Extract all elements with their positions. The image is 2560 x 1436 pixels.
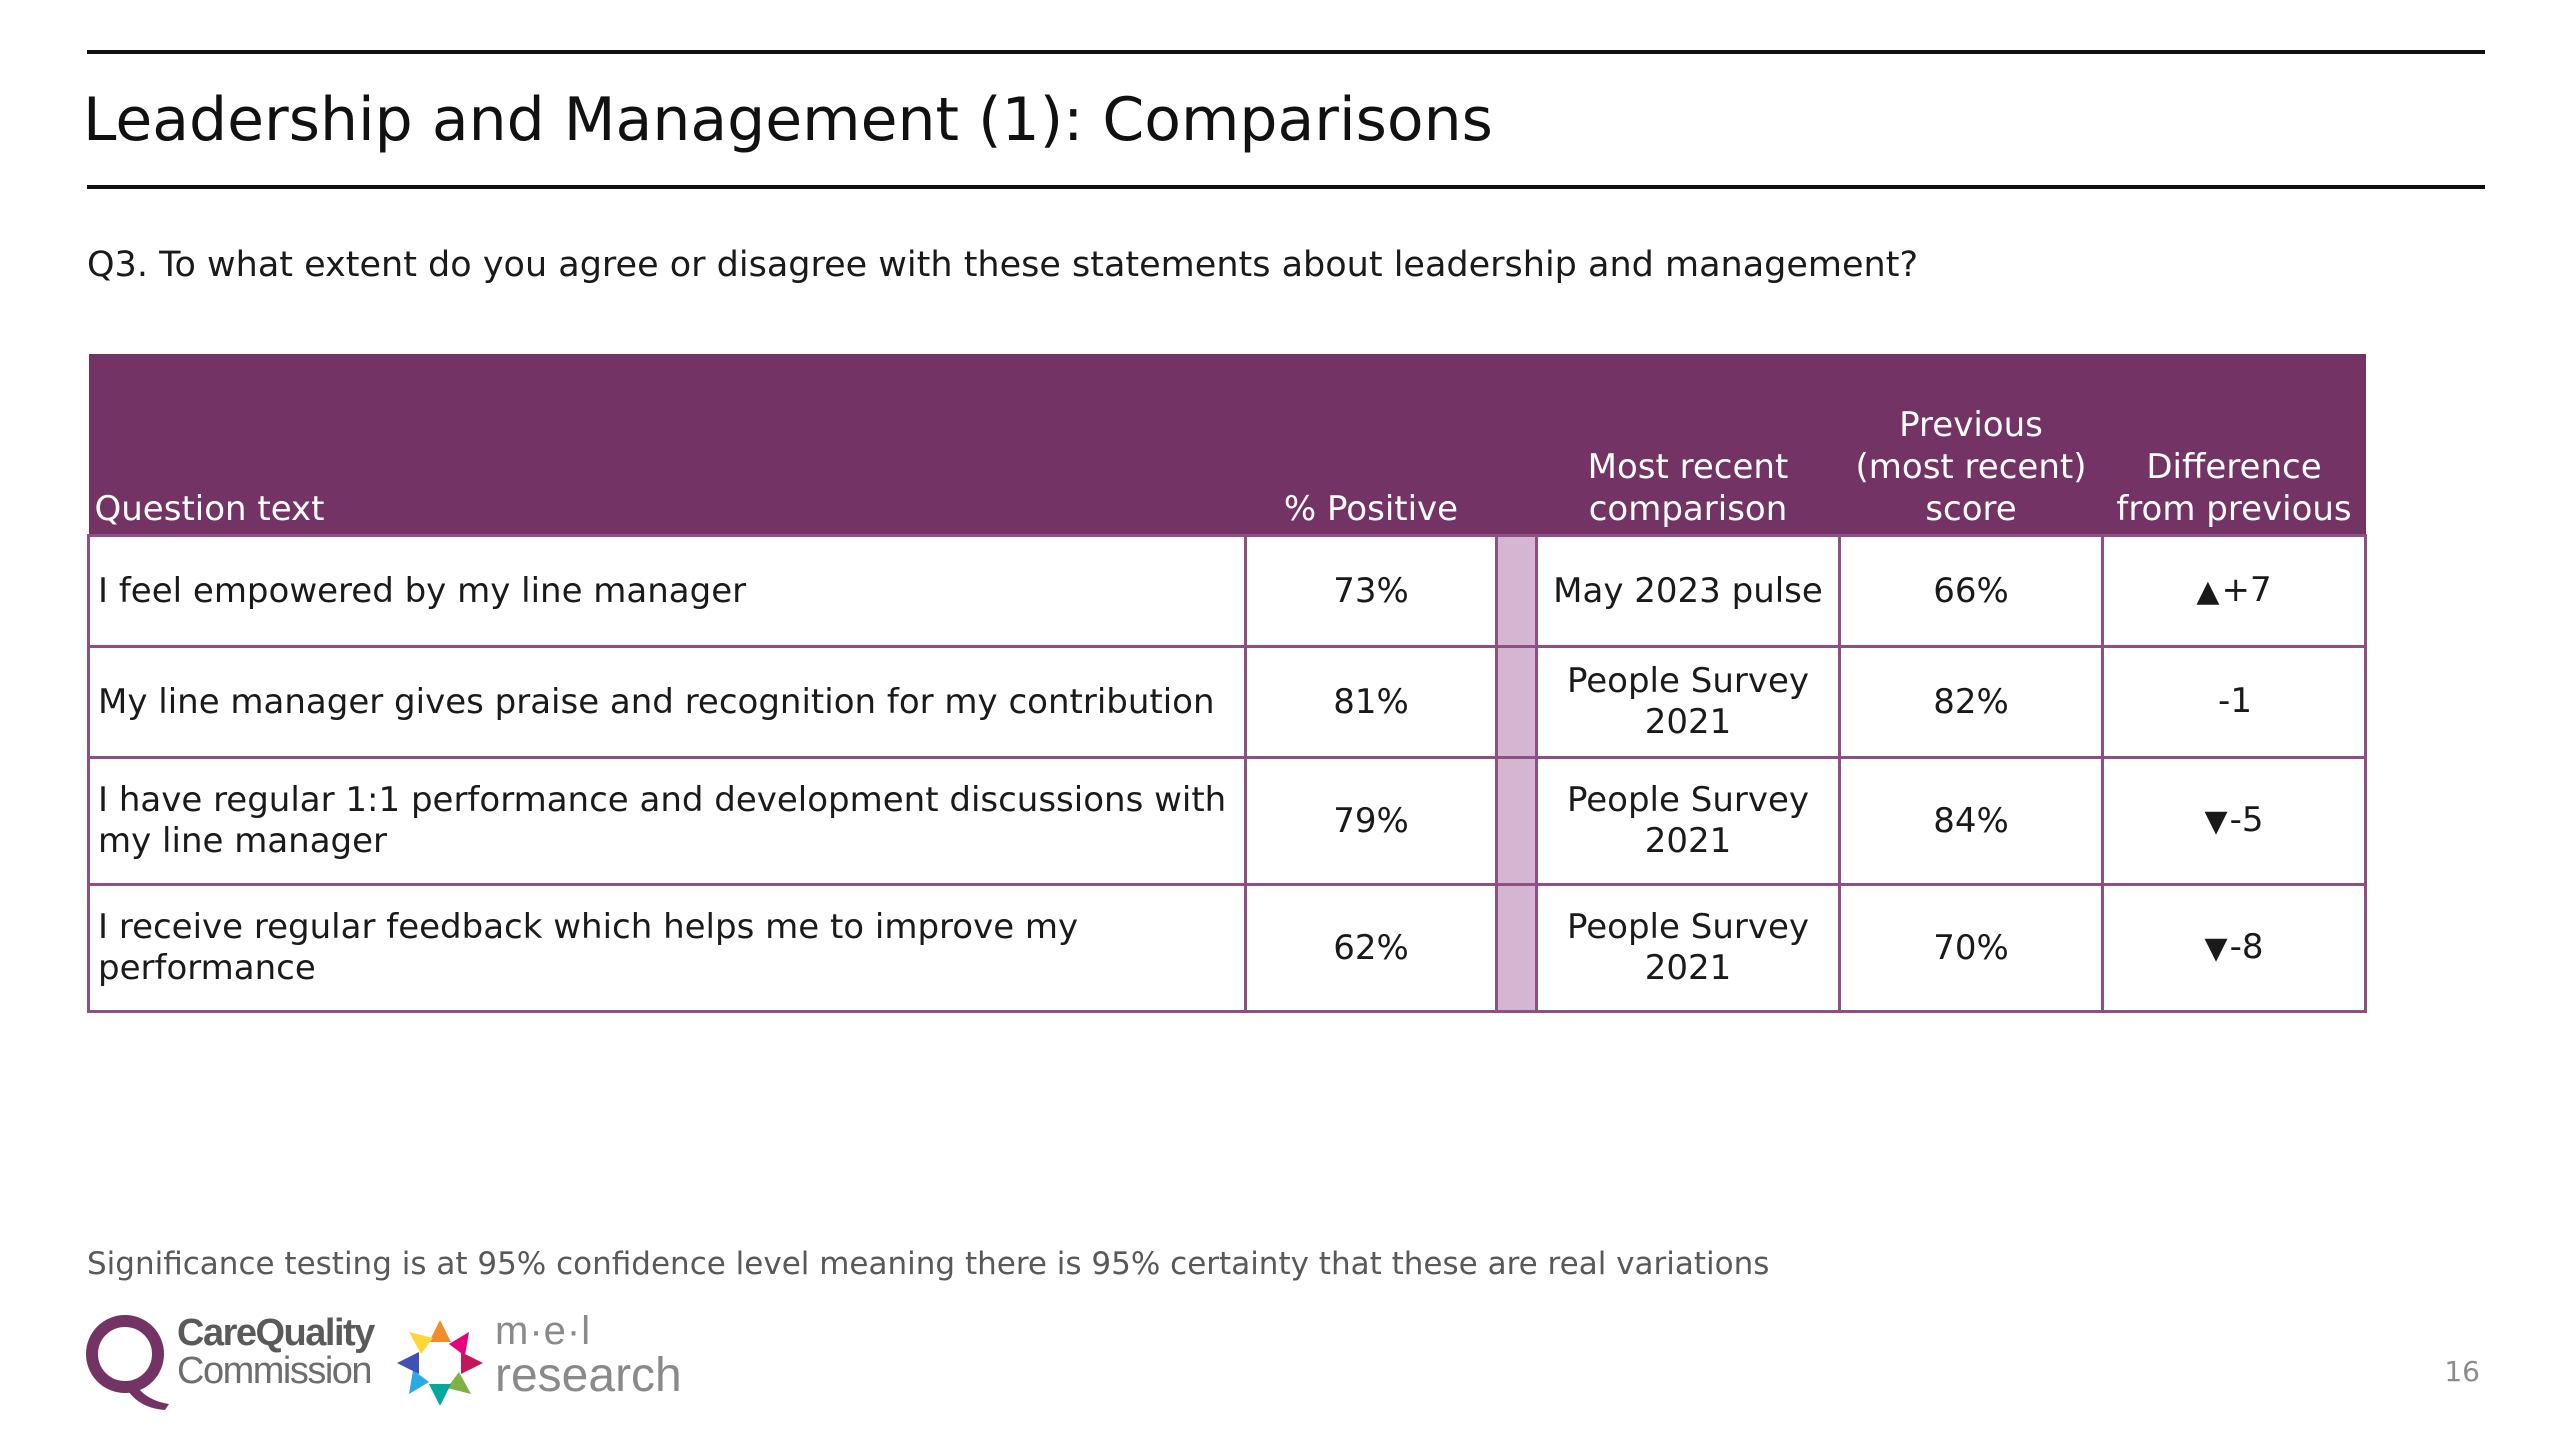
spacer-cell [1495,645,1538,759]
triangle-up-icon: ▲ [2196,574,2220,609]
header-most-recent-comparison: Most recent comparison [1536,354,1840,536]
difference-cell: ▼-8 [2101,883,2367,1013]
cqc-q-mark-icon [86,1315,169,1410]
difference-cell: -1 [2101,645,2367,759]
page-number: 16 [2444,1355,2480,1388]
percent-positive-cell: 79% [1244,756,1498,886]
difference-value: +7 [2221,570,2272,610]
question-cell: My line manager gives praise and recogni… [87,645,1247,759]
spacer-cell [1495,756,1538,886]
question-cell: I feel empowered by my line manager [87,534,1247,648]
comparison-cell: People Survey 2021 [1535,756,1841,886]
top-rule [87,50,2485,54]
spacer-cell [1495,534,1538,648]
table-header-row: Question text % Positive Most recent com… [88,354,2366,536]
comparison-cell: May 2023 pulse [1535,534,1841,648]
percent-positive-cell: 62% [1244,883,1498,1013]
difference-cell: ▲+7 [2101,534,2367,648]
significance-footnote: Significance testing is at 95% confidenc… [87,1246,1770,1282]
comparison-table: Question text % Positive Most recent com… [87,354,2367,1013]
table-row: I receive regular feedback which helps m… [87,883,2367,1013]
mel-wordmark-line1: m·e·l [495,1309,592,1353]
survey-question: Q3. To what extent do you agree or disag… [87,245,1919,285]
comparison-cell: People Survey 2021 [1535,645,1841,759]
mel-wordmark-line2: research [495,1349,682,1402]
mel-research-logo: m·e·l research [395,1308,695,1408]
cqc-wordmark-line2: Commission [177,1350,373,1392]
header-question-text: Question text [88,354,1246,536]
spacer-cell [1495,883,1538,1013]
title-underline [87,185,2485,189]
previous-score-cell: 82% [1838,645,2104,759]
previous-score-cell: 70% [1838,883,2104,1013]
previous-score-cell: 66% [1838,534,2104,648]
page-title: Leadership and Management (1): Compariso… [83,85,1493,155]
cqc-wordmark: CareQuality Commission [177,1312,375,1392]
difference-value: -8 [2229,927,2264,967]
table-row: My line manager gives praise and recogni… [87,645,2367,759]
previous-score-cell: 84% [1838,756,2104,886]
header-difference: Difference from previous [2102,354,2366,536]
cqc-wordmark-line1: CareQuality [177,1312,375,1354]
cqc-logo: CareQuality Commission [85,1308,375,1410]
mel-star-icon [397,1320,483,1406]
comparison-cell: People Survey 2021 [1535,883,1841,1013]
header-percent-positive: % Positive [1245,354,1497,536]
percent-positive-cell: 81% [1244,645,1498,759]
question-cell: I have regular 1:1 performance and devel… [87,756,1247,886]
mel-wordmark: m·e·l research [495,1310,682,1400]
header-spacer [1496,354,1537,536]
table-row: I feel empowered by my line manager 73% … [87,534,2367,648]
header-previous-score: Previous (most recent) score [1839,354,2103,536]
difference-cell: ▼-5 [2101,756,2367,886]
table-row: I have regular 1:1 performance and devel… [87,756,2367,886]
difference-value: -1 [2218,681,2252,721]
triangle-down-icon: ▼ [2204,931,2228,966]
question-cell: I receive regular feedback which helps m… [87,883,1247,1013]
difference-value: -5 [2229,800,2264,840]
percent-positive-cell: 73% [1244,534,1498,648]
triangle-down-icon: ▼ [2204,804,2228,839]
